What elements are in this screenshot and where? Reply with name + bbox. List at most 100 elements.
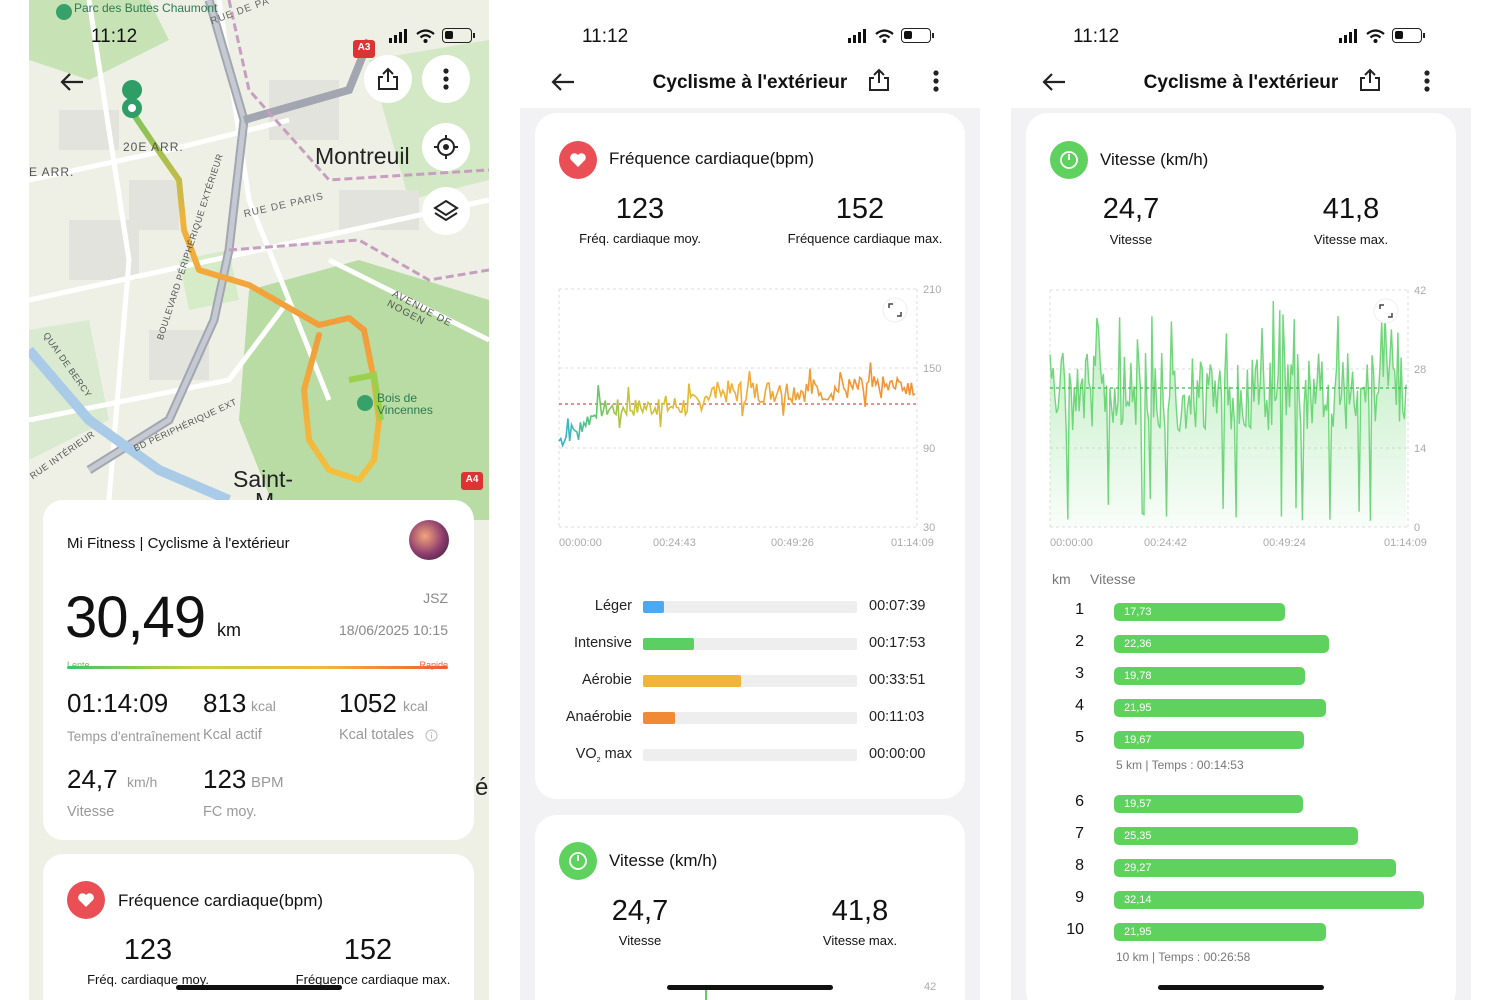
- kcal-active-unit: kcal: [251, 698, 276, 714]
- x-tick: 01:14:09: [1384, 537, 1427, 549]
- heart-badge: [67, 881, 105, 919]
- speed-badge: [559, 842, 597, 880]
- split-summary: 10 km | Temps : 00:26:58: [1116, 950, 1251, 964]
- battery-icon: [901, 28, 934, 43]
- hr-zones: Léger 00:07:39 Intensive 00:17:53 Aérobie 00:…: [535, 596, 965, 776]
- hr-zone-time: 00:07:39: [869, 598, 926, 614]
- share-icon[interactable]: [868, 68, 890, 92]
- splits-col-speed: Vitesse: [1090, 571, 1136, 587]
- expand-icon[interactable]: [882, 297, 908, 323]
- back-arrow-icon[interactable]: [59, 70, 85, 94]
- heart-badge: [559, 141, 597, 179]
- highway-a4-shield: [461, 472, 483, 490]
- map-label-arr: E ARR.: [29, 165, 75, 179]
- hr-chart[interactable]: 210 150 90 30 00:00:00 00:24:43 00:49:26…: [555, 278, 965, 553]
- hr-series-line: [558, 362, 916, 448]
- hr-avg-value: 123: [615, 193, 665, 225]
- distance-value: 30,49: [65, 585, 206, 650]
- wifi-icon: [1366, 28, 1385, 43]
- split-speed-bar: 22,36: [1114, 635, 1330, 653]
- heart-rate-screen: 11:12 Cyclisme à l'extérieur Fréquence c…: [520, 0, 980, 1000]
- hr-max-value: 152: [343, 934, 393, 966]
- split-row: 6 19,57: [1056, 793, 1436, 813]
- speed-card-preview: Vitesse (km/h) 24,7 Vitesse 41,8 Vitesse…: [535, 815, 965, 1000]
- speed-avg-label: Vitesse: [1109, 232, 1153, 247]
- navbar: Cyclisme à l'extérieur: [1011, 60, 1471, 106]
- speed-max-value: 41,8: [1322, 193, 1380, 225]
- more-dots-icon[interactable]: [932, 70, 940, 92]
- legend-slow: Lente: [67, 660, 90, 670]
- map-label-arr20: 20E ARR.: [123, 140, 184, 154]
- heart-icon: [78, 893, 94, 907]
- split-speed-bar: 19,67: [1114, 731, 1304, 749]
- x-tick: 01:14:09: [891, 537, 934, 549]
- share-icon: [378, 67, 398, 90]
- status-time: 11:12: [1073, 26, 1120, 47]
- split-km: 9: [1075, 889, 1084, 906]
- kcal-active-value: 813: [203, 688, 247, 718]
- expand-icon[interactable]: [1373, 298, 1399, 324]
- split-km: 8: [1075, 857, 1084, 874]
- back-arrow-icon[interactable]: [1041, 70, 1067, 94]
- signal-icon: [848, 28, 866, 43]
- map-label-parc: Parc des Buttes Chaumont: [74, 1, 218, 15]
- speed-avg-label: Vitesse: [618, 933, 662, 948]
- more-dots-icon[interactable]: [1423, 70, 1431, 92]
- hr-zone-time: 00:33:51: [869, 672, 926, 688]
- speed-card-title: Vitesse (km/h): [1100, 150, 1209, 169]
- hr-zone-time: 00:00:00: [869, 746, 926, 762]
- split-km: 6: [1075, 793, 1084, 810]
- map-label-bois-vincennes: Bois de Vincennes: [377, 391, 433, 417]
- speed-badge: [1050, 141, 1088, 179]
- hr-zone-time: 00:11:03: [869, 709, 925, 725]
- hr-zone-row: Intensive 00:17:53: [535, 633, 955, 653]
- avatar[interactable]: [409, 520, 449, 560]
- split-km: 7: [1075, 825, 1084, 842]
- hr-zone-track: [643, 638, 857, 650]
- signal-icon: [1339, 28, 1357, 43]
- hr-zone-label: Anaérobie: [565, 709, 632, 725]
- map-layers-button[interactable]: [422, 187, 470, 235]
- app-title: Mi Fitness | Cyclisme à l'extérieur: [67, 535, 290, 552]
- speed-screen: 11:12 Cyclisme à l'extérieur Vitesse (km…: [1011, 0, 1471, 1000]
- speed-chart-peek: [705, 987, 707, 1000]
- status-icons: [848, 28, 934, 43]
- hr-zone-label: Léger: [594, 598, 632, 614]
- speedometer-icon: [569, 852, 587, 870]
- summary-card: Mi Fitness | Cyclisme à l'extérieur 30,4…: [43, 500, 474, 840]
- split-speed-bar: 29,27: [1114, 859, 1397, 877]
- share-button[interactable]: [364, 55, 412, 103]
- navbar: Cyclisme à l'extérieur: [520, 60, 980, 106]
- hr-unit: BPM: [251, 774, 284, 791]
- split-km: 5: [1075, 729, 1084, 746]
- user-name: JSZ: [423, 590, 448, 606]
- split-row: 9 32,14: [1056, 889, 1436, 909]
- speedometer-icon: [1060, 151, 1078, 169]
- duration-label: Temps d'entraînement: [67, 729, 201, 744]
- split-row: 3 19,78: [1056, 665, 1436, 685]
- hr-max-label: Fréquence cardiaque max.: [787, 231, 943, 246]
- wifi-icon: [416, 28, 435, 43]
- speed-max-label: Vitesse max.: [822, 933, 898, 948]
- hr-avg-label: Fréq. cardiaque moy.: [579, 231, 701, 246]
- split-row: 2 22,36: [1056, 633, 1436, 653]
- split-row: 10 21,95: [1056, 921, 1436, 941]
- more-options-button[interactable]: [422, 55, 470, 103]
- info-icon[interactable]: [425, 729, 438, 742]
- hr-card-preview: Fréquence cardiaque(bpm) 123 Fréq. cardi…: [43, 854, 474, 1000]
- share-icon[interactable]: [1359, 68, 1381, 92]
- x-tick: 00:49:24: [1263, 537, 1306, 549]
- page-title: Cyclisme à l'extérieur: [1143, 72, 1339, 93]
- split-speed-bar: 21,95: [1114, 699, 1326, 717]
- hr-zone-track: [643, 712, 857, 724]
- header-bg: [520, 0, 980, 108]
- start-pin-icon: [122, 80, 143, 125]
- hr-zone-track: [643, 675, 857, 687]
- hr-zone-label: VO2 max: [575, 746, 632, 764]
- y-tick: 42: [1414, 285, 1426, 297]
- back-arrow-icon[interactable]: [550, 70, 576, 94]
- speed-chart[interactable]: 42 28 14 0 00:00:00 00:24:42 00:49:24 01…: [1046, 278, 1456, 553]
- speed-card-title: Vitesse (km/h): [609, 851, 718, 870]
- locate-button[interactable]: [422, 123, 470, 171]
- split-speed-bar: 32,14: [1114, 891, 1424, 909]
